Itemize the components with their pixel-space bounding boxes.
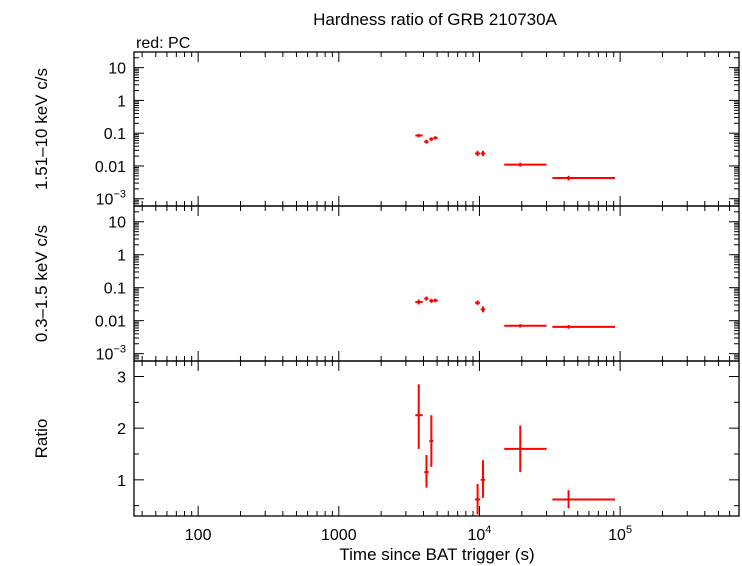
panel-frame <box>133 51 740 207</box>
y-tick-label: 10−3 <box>96 344 126 364</box>
y-tick-label: 0.1 <box>104 281 126 298</box>
data-point <box>424 455 429 488</box>
y-tick-label-exp: −3 <box>113 344 126 356</box>
data-point <box>504 324 547 328</box>
x-tick-label: 104 <box>468 524 492 544</box>
panel-frame <box>133 205 740 362</box>
data-point <box>415 299 423 305</box>
data-point <box>415 133 423 138</box>
y-axis-label: Ratio <box>32 419 51 459</box>
data-point <box>480 150 486 157</box>
data-point <box>475 300 481 305</box>
x-tick-label: 100 <box>185 527 212 544</box>
data-point <box>429 137 434 141</box>
y-tick-label: 0.01 <box>95 314 126 331</box>
x-tick-label: 105 <box>608 524 632 544</box>
y-axis-label: 1.51–10 keV c/s <box>32 68 51 190</box>
x-tick-label-exp: 5 <box>626 524 632 536</box>
y-tick-label-base: 10 <box>96 192 114 209</box>
x-tick-label-base: 10 <box>608 527 626 544</box>
y-tick-label: 0.01 <box>95 159 126 176</box>
panel-frame <box>133 360 740 517</box>
y-tick-label: 1 <box>117 473 126 490</box>
chart-title: Hardness ratio of GRB 210730A <box>313 10 557 29</box>
data-point <box>433 298 438 303</box>
data-point <box>433 136 438 140</box>
panel-3: 1 2 3 Ratio <box>32 360 740 517</box>
data-point <box>475 150 481 157</box>
y-tick-label: 1 <box>117 248 126 265</box>
y-tick-label: 2 <box>117 421 126 438</box>
y-tick-label-exp: −3 <box>113 189 126 201</box>
y-tick-label: 0.1 <box>104 126 126 143</box>
y-axis-label: 0.3–1.5 keV c/s <box>32 225 51 342</box>
x-tick-label-base: 10 <box>468 527 486 544</box>
data-point <box>480 460 486 498</box>
data-point <box>424 139 429 144</box>
data-point <box>429 298 434 303</box>
data-point <box>429 415 434 467</box>
data-point <box>415 384 423 449</box>
data-point <box>504 162 547 167</box>
data-point <box>504 425 547 473</box>
data-point <box>552 325 616 329</box>
y-tick-label: 3 <box>117 370 126 387</box>
data-point <box>552 490 616 509</box>
x-tick-label: 1000 <box>321 527 357 544</box>
y-tick-label-base: 10 <box>96 347 114 364</box>
x-axis-label: Time since BAT trigger (s) <box>339 545 534 564</box>
y-tick-label: 10−3 <box>96 189 126 209</box>
x-tick-label-exp: 4 <box>485 524 491 536</box>
legend-label: red: PC <box>136 35 190 52</box>
data-point <box>424 296 429 301</box>
y-tick-label: 10 <box>108 215 126 232</box>
data-point <box>552 175 616 181</box>
y-tick-label: 10 <box>108 61 126 78</box>
y-tick-label: 1 <box>117 93 126 110</box>
data-point <box>480 306 486 313</box>
data-point <box>475 483 481 515</box>
